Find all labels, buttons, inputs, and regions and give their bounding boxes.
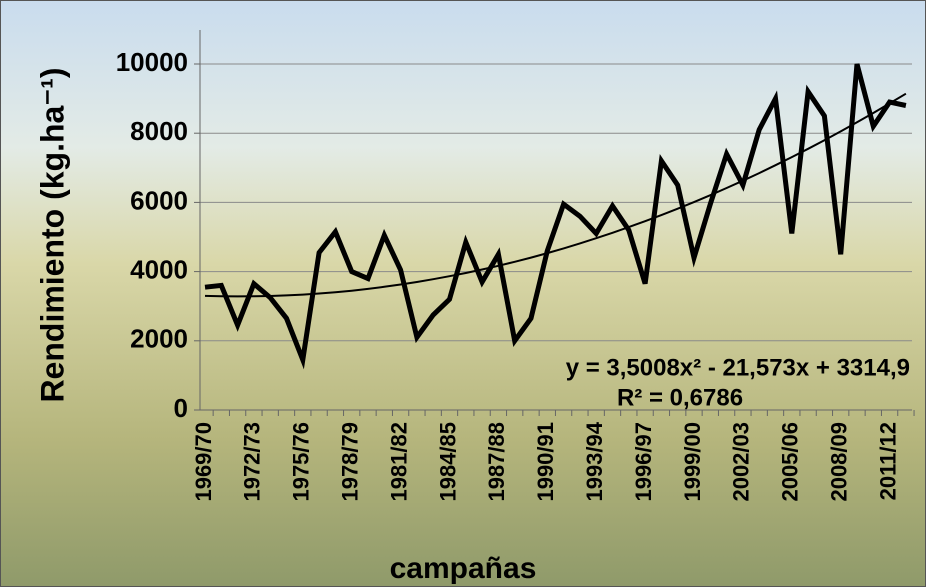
x-tick-label: 2002/03 xyxy=(729,422,754,502)
x-tick-label: 2005/06 xyxy=(778,422,803,502)
y-tick-label: 6000 xyxy=(130,185,188,215)
x-tick-label: 2011/12 xyxy=(875,422,900,500)
chart: 0 2000 4000 6000 8000 10000 1969/70 1972/73 1975… xyxy=(0,0,926,587)
y-tick-label: 0 xyxy=(174,393,188,423)
x-tick-label: 1993/94 xyxy=(582,421,607,501)
r-squared: R² = 0,6786 xyxy=(617,384,743,411)
x-tick-label: 2008/09 xyxy=(827,422,852,502)
x-tick-label: 1984/85 xyxy=(435,422,460,502)
y-axis-title: Rendimiento (kg.ha⁻¹) xyxy=(34,67,70,402)
x-tick-label: 1972/73 xyxy=(240,422,265,502)
x-axis-title: campañas xyxy=(390,552,537,585)
y-tick-label: 10000 xyxy=(116,47,188,77)
x-tick-label: 1999/00 xyxy=(680,422,705,502)
page: {"chart_data": {"type": "line", "y_label… xyxy=(0,0,926,587)
x-tick-label: 1996/97 xyxy=(631,422,656,502)
y-tick-label: 8000 xyxy=(130,116,188,146)
x-tick-label: 1969/70 xyxy=(191,422,216,502)
y-tick-label: 2000 xyxy=(130,324,188,354)
x-tick-label: 1978/79 xyxy=(338,422,363,502)
y-tick-label: 4000 xyxy=(130,254,188,284)
x-tick-label: 1981/82 xyxy=(386,422,411,502)
x-tick-label: 1990/91 xyxy=(533,422,558,502)
x-tick-label: 1987/88 xyxy=(484,422,509,502)
equation: y = 3,5008x² - 21,573x + 3314,9 xyxy=(566,354,910,381)
x-tick-label: 1975/76 xyxy=(289,422,314,502)
